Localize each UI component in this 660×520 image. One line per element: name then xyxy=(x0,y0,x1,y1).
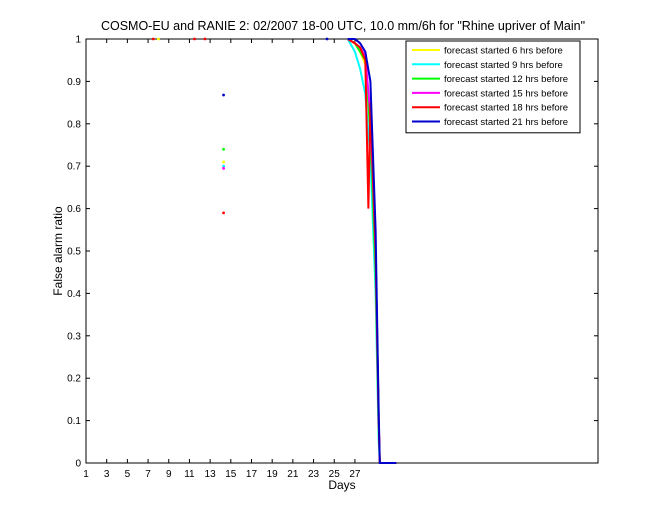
y-tick-label: 1 xyxy=(75,35,81,46)
x-tick-label: 13 xyxy=(205,469,217,480)
axis-ticks: 00.10.20.30.40.50.60.70.80.911 3 5 7 9 11 13 15… xyxy=(67,35,598,480)
y-tick-label: 0.7 xyxy=(67,162,81,173)
y-tick-label: 0.8 xyxy=(67,119,81,130)
series-marker-2 xyxy=(222,164,225,168)
x-axis-label: Days xyxy=(328,478,355,492)
chart-title: COSMO-EU and RANIE 2: 02/2007 18-00 UTC,… xyxy=(101,19,585,33)
series-marker-5 xyxy=(222,211,225,215)
x-tick-label: 21 xyxy=(287,469,299,480)
legend-entry: forecast started 21 hrs before xyxy=(444,117,568,128)
y-tick-label: 0 xyxy=(75,459,81,470)
series-marker-3 xyxy=(222,147,225,151)
x-tick-label: 9 xyxy=(166,469,172,480)
y-tick-label: 0.1 xyxy=(67,416,81,427)
x-tick-label: 19 xyxy=(267,469,279,480)
y-tick-label: 0.9 xyxy=(67,77,81,88)
x-tick-label: 25 xyxy=(329,469,341,480)
series-marker-6 xyxy=(222,93,225,97)
x-tick-label: 1 xyxy=(83,469,89,480)
x-tick-label: 11 xyxy=(184,469,195,480)
x-tick-label: 3 xyxy=(104,469,110,480)
series-marker-5 xyxy=(203,37,207,41)
series-marker-1 xyxy=(222,160,225,164)
x-tick-label: 23 xyxy=(308,469,320,480)
x-tick-label: 5 xyxy=(125,469,131,480)
legend-box xyxy=(405,40,581,134)
series-marker-1 xyxy=(157,37,160,41)
x-tick-label: 27 xyxy=(349,469,361,480)
legend-entry: forecast started 15 hrs before xyxy=(444,88,568,99)
legend-entry: forecast started 12 hrs before xyxy=(444,74,568,85)
legend: forecast started 6 hrs before forecast st… xyxy=(405,40,581,134)
legend-entry: forecast started 6 hrs before xyxy=(444,46,563,57)
y-tick-label: 0.3 xyxy=(67,331,81,342)
legend-entry: forecast started 9 hrs before xyxy=(444,60,563,71)
x-tick-label: 7 xyxy=(145,469,151,480)
series-marker-5 xyxy=(151,37,155,41)
y-tick-label: 0.4 xyxy=(67,289,81,300)
x-tick-label: 15 xyxy=(225,469,237,480)
y-axis-label: False alarm ratio xyxy=(51,206,65,296)
series-lines xyxy=(346,38,397,464)
y-tick-label: 0.5 xyxy=(67,247,81,258)
series-line-6 xyxy=(347,38,397,464)
series-markers xyxy=(151,37,329,215)
x-tick-label: 17 xyxy=(246,469,258,480)
series-marker-5 xyxy=(193,37,197,41)
y-tick-label: 0.6 xyxy=(67,204,81,215)
series-marker-6 xyxy=(325,37,329,41)
y-tick-label: 0.2 xyxy=(67,374,81,385)
series-marker-4 xyxy=(222,166,225,170)
legend-entry: forecast started 18 hrs before xyxy=(444,103,568,114)
